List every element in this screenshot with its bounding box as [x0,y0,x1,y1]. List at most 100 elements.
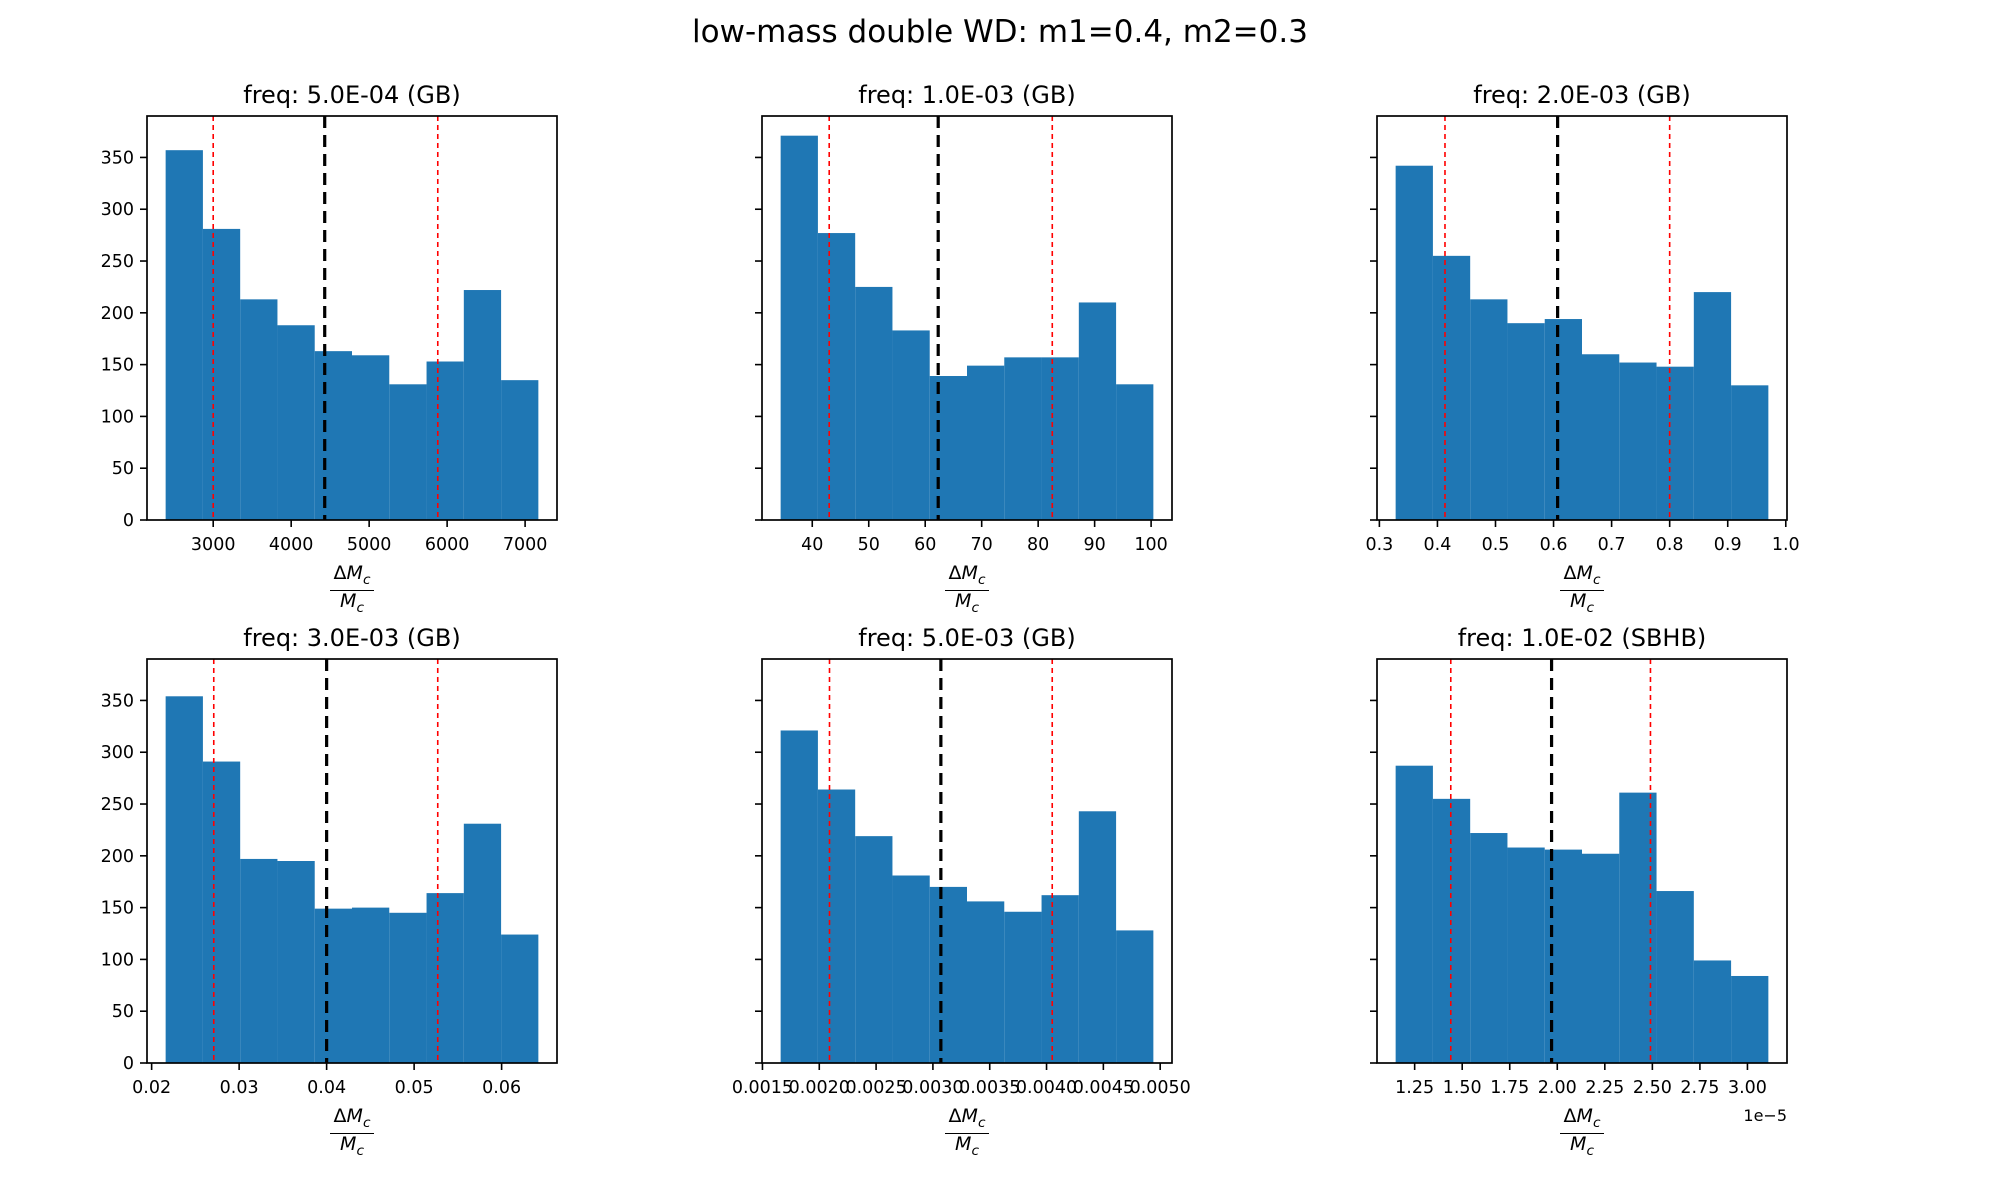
x-tick-label: 2.25 [1585,1078,1624,1098]
x-tick-label: 0.7 [1598,535,1626,555]
x-axis-label-denominator: Mc [340,1132,364,1159]
x-tick-label: 0.3 [1365,535,1393,555]
x-tick-label: 4000 [269,535,314,555]
histogram-bar [165,696,203,1063]
histogram-bar [1544,319,1582,520]
histogram-bar [1004,357,1042,520]
histogram-bar [1041,357,1079,520]
histogram-bar [929,886,967,1063]
y-tick-label: 250 [101,795,134,815]
histogram-bar [817,789,856,1063]
y-tick-label: 150 [101,899,134,919]
subplot-title: freq: 1.0E-03 (GB) [858,81,1075,109]
histogram-bar [780,730,818,1063]
histogram-bar [240,858,278,1063]
subplot-title: freq: 1.0E-02 (SBHB) [1458,624,1707,652]
histogram-bar [967,365,1005,520]
y-tick-label: 0 [123,511,134,531]
x-tick-label: 40 [801,535,823,555]
x-axis-label-numerator: ΔMc [1559,1105,1605,1134]
histogram-bar [780,135,818,520]
x-tick-label: 0.0025 [845,1078,906,1098]
histogram-bar [1656,891,1694,1063]
histogram-bar [426,893,464,1063]
x-axis-label: ΔMc Mc [292,562,412,616]
x-axis-label-denominator: Mc [1570,589,1594,616]
x-axis-label-fraction: ΔMc Mc [329,1105,375,1159]
histogram-bar [501,934,539,1063]
x-axis-label-fraction: ΔMc Mc [944,1105,990,1159]
histogram-bar [1693,292,1732,520]
histogram-bar [967,901,1005,1063]
subplot-title: freq: 5.0E-04 (GB) [243,81,460,109]
x-tick-label: 0.8 [1656,535,1684,555]
x-tick-label: 0.04 [307,1078,346,1098]
histogram-bar [1116,930,1154,1063]
histogram-bar [314,908,352,1063]
histogram-bar [352,355,390,520]
histogram-bar [1041,895,1079,1063]
y-tick-label: 250 [101,252,134,272]
x-axis-label-denominator: Mc [340,589,364,616]
x-tick-label: 6000 [425,535,470,555]
histogram-bar [1582,354,1620,520]
histogram-bar [314,351,352,520]
x-axis-label-fraction: ΔMc Mc [1559,1105,1605,1159]
y-tick-label: 50 [112,459,134,479]
x-tick-label: 0.0045 [1073,1078,1134,1098]
x-axis-label-fraction: ΔMc Mc [329,562,375,616]
histogram-bar [501,380,539,520]
y-tick-label: 150 [101,356,134,376]
subplot-5: 0.00150.00200.00250.00300.00350.00400.00… [732,624,1191,1098]
x-tick-label: 1.25 [1395,1078,1434,1098]
x-axis-label-denominator: Mc [955,1132,979,1159]
x-tick-label: 2.50 [1633,1078,1672,1098]
y-tick-label: 50 [112,1002,134,1022]
histogram-bar [1395,165,1433,520]
histogram-bar [1507,323,1545,520]
x-axis-label: ΔMc Mc [1522,1105,1642,1159]
y-tick-label: 100 [101,950,134,970]
x-tick-label: 1.50 [1443,1078,1482,1098]
x-tick-label: 0.0050 [1130,1078,1191,1098]
axes-border [761,658,1173,1064]
x-axis-label: ΔMc Mc [1522,562,1642,616]
x-tick-label: 0.0040 [1016,1078,1077,1098]
subplot-4: 0.02 0.03 0.04 0.05 0.06 0 50 100 150 200 250 300 35… [101,624,558,1098]
x-tick-label: 7000 [503,535,548,555]
x-tick-label: 0.0030 [902,1078,963,1098]
axes-border [1376,658,1788,1064]
histogram-bar [165,150,203,520]
subplot-2: 40 50 60 70 80 90 100 freq: 1.0E-03 (GB) [755,81,1173,555]
x-axis-label-numerator: ΔMc [1559,562,1605,591]
histogram-bar [855,836,893,1063]
subplot-title: freq: 2.0E-03 (GB) [1473,81,1690,109]
x-axis-label-fraction: ΔMc Mc [1559,562,1605,616]
x-axis-label-numerator: ΔMc [329,562,375,591]
histogram-bar [426,361,464,520]
x-axis-label-fraction: ΔMc Mc [944,562,990,616]
x-tick-label: 3000 [191,535,236,555]
histogram-bar [1619,362,1657,520]
x-tick-label: 70 [971,535,993,555]
histogram-bar [1470,833,1508,1063]
axes-border [146,115,558,521]
x-tick-label: 0.5 [1482,535,1510,555]
y-tick-label: 350 [101,691,134,711]
histogram-bar [463,290,502,520]
x-tick-label: 0.0035 [959,1078,1020,1098]
histogram-bar [1116,384,1154,520]
x-axis-label-numerator: ΔMc [329,1105,375,1134]
subplot-3: 0.3 0.4 0.5 0.6 0.7 0.8 0.9 1.0 freq: 2.0E-03 (G… [1365,81,1799,555]
x-axis-label-numerator: ΔMc [944,1105,990,1134]
histogram-bar [463,823,502,1063]
x-tick-label: 5000 [347,535,392,555]
x-tick-label: 2.00 [1538,1078,1577,1098]
y-tick-label: 200 [101,847,134,867]
histogram-bar [202,228,241,520]
histogram-bar [892,875,930,1063]
histogram-bar [1395,765,1433,1063]
x-tick-label: 2.75 [1680,1078,1719,1098]
y-tick-label: 200 [101,304,134,324]
